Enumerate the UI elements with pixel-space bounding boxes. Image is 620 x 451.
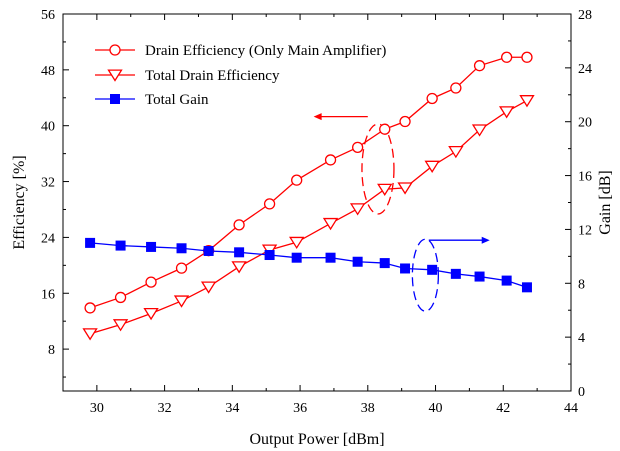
data-point xyxy=(114,291,127,304)
data-point xyxy=(501,51,513,63)
data-point xyxy=(264,250,275,261)
data-point xyxy=(501,275,512,286)
series-2 xyxy=(85,237,532,293)
y-tick-label-left: 40 xyxy=(41,120,55,135)
y-tick-label-right: 8 xyxy=(578,277,585,292)
legend-label: Total Gain xyxy=(145,92,209,108)
y-tick-label-right: 4 xyxy=(578,331,585,346)
data-point xyxy=(115,240,126,251)
annotation-ellipse-blue xyxy=(411,238,440,312)
data-point xyxy=(427,264,438,275)
data-point xyxy=(349,203,366,216)
data-point xyxy=(474,271,485,282)
legend-label: Total Drain Efficiency xyxy=(145,68,280,84)
data-point xyxy=(233,219,245,231)
data-point xyxy=(84,302,96,314)
data-point xyxy=(322,217,339,231)
data-point xyxy=(291,174,303,186)
data-point xyxy=(426,92,438,105)
x-tick-label: 40 xyxy=(429,401,443,416)
data-point xyxy=(143,307,159,321)
data-point xyxy=(231,261,247,274)
data-point xyxy=(521,51,533,63)
y-tick-label-left: 48 xyxy=(41,64,55,79)
series-1 xyxy=(82,95,535,341)
data-point xyxy=(145,276,157,288)
data-point xyxy=(263,198,276,210)
y-axis-title-left: Efficiency [%] xyxy=(11,155,28,249)
annotations xyxy=(313,113,490,312)
tick-marks xyxy=(62,13,572,392)
data-point xyxy=(173,295,190,308)
data-point xyxy=(291,252,302,263)
legend-entry: Drain Efficiency (Only Main Amplifier) xyxy=(95,43,386,59)
data-point xyxy=(175,262,188,274)
x-tick-label: 44 xyxy=(564,401,578,416)
data-point xyxy=(110,94,120,104)
y-tick-label-left: 8 xyxy=(48,343,55,358)
data-point xyxy=(112,319,129,332)
data-point xyxy=(85,237,96,248)
legend: Drain Efficiency (Only Main Amplifier) T… xyxy=(95,43,386,108)
plot-frame xyxy=(62,13,572,392)
data-point xyxy=(521,282,532,293)
y-tick-label-right: 0 xyxy=(578,385,585,400)
y-tick-label-right: 28 xyxy=(578,8,592,23)
data-point xyxy=(450,82,462,94)
y-tick-label-right: 12 xyxy=(578,223,592,238)
y-tick-label-left: 16 xyxy=(41,287,55,302)
x-tick-label: 30 xyxy=(90,401,104,416)
annotation-ellipse-red xyxy=(361,123,395,215)
data-point xyxy=(82,328,98,341)
data-point xyxy=(351,141,364,153)
data-point xyxy=(377,183,393,196)
data-point xyxy=(324,154,337,166)
data-point xyxy=(200,281,217,294)
data-point xyxy=(107,69,123,82)
annotation-arrowhead-left xyxy=(313,113,322,121)
data-point xyxy=(203,245,214,256)
data-point xyxy=(379,258,390,269)
series-line xyxy=(89,100,528,335)
data-point xyxy=(399,115,411,128)
data-point xyxy=(379,123,391,135)
series-layer xyxy=(82,51,535,341)
x-axis-title: Output Power [dBm] xyxy=(249,431,384,448)
data-point xyxy=(498,106,515,119)
data-point xyxy=(289,236,305,250)
legend-entry: Total Gain xyxy=(95,92,209,108)
data-point xyxy=(176,243,187,254)
y-tick-label-left: 56 xyxy=(41,8,55,23)
x-tick-label: 38 xyxy=(361,401,375,416)
data-point xyxy=(519,95,535,108)
data-point xyxy=(471,124,488,137)
x-tick-label: 34 xyxy=(225,401,239,416)
x-tick-label: 36 xyxy=(293,401,307,416)
data-point xyxy=(234,247,245,258)
x-tick-label: 32 xyxy=(158,401,172,416)
data-point xyxy=(400,263,411,274)
data-point xyxy=(450,268,461,279)
tick-labels: 30 32 34 36 38 40 42 44816243240485604812162024… xyxy=(41,8,592,416)
y-tick-label-left: 32 xyxy=(41,176,55,191)
y-tick-label-right: 16 xyxy=(578,170,592,185)
data-point xyxy=(397,182,413,195)
y-tick-label-right: 24 xyxy=(578,62,592,77)
y-axis-title-right: Gain [dB] xyxy=(597,170,614,234)
data-point xyxy=(448,146,464,159)
y-tick-label-right: 20 xyxy=(578,116,592,131)
data-point xyxy=(109,44,121,56)
data-point xyxy=(424,160,440,173)
data-point xyxy=(473,60,486,72)
annotation-arrowhead-right xyxy=(481,236,490,244)
legend-label: Drain Efficiency (Only Main Amplifier) xyxy=(145,43,386,59)
legend-entry: Total Drain Efficiency xyxy=(95,68,280,84)
data-point xyxy=(146,241,157,252)
data-point xyxy=(325,252,336,263)
y-tick-label-left: 24 xyxy=(41,231,55,246)
data-point xyxy=(352,256,363,267)
x-tick-label: 42 xyxy=(496,401,510,416)
